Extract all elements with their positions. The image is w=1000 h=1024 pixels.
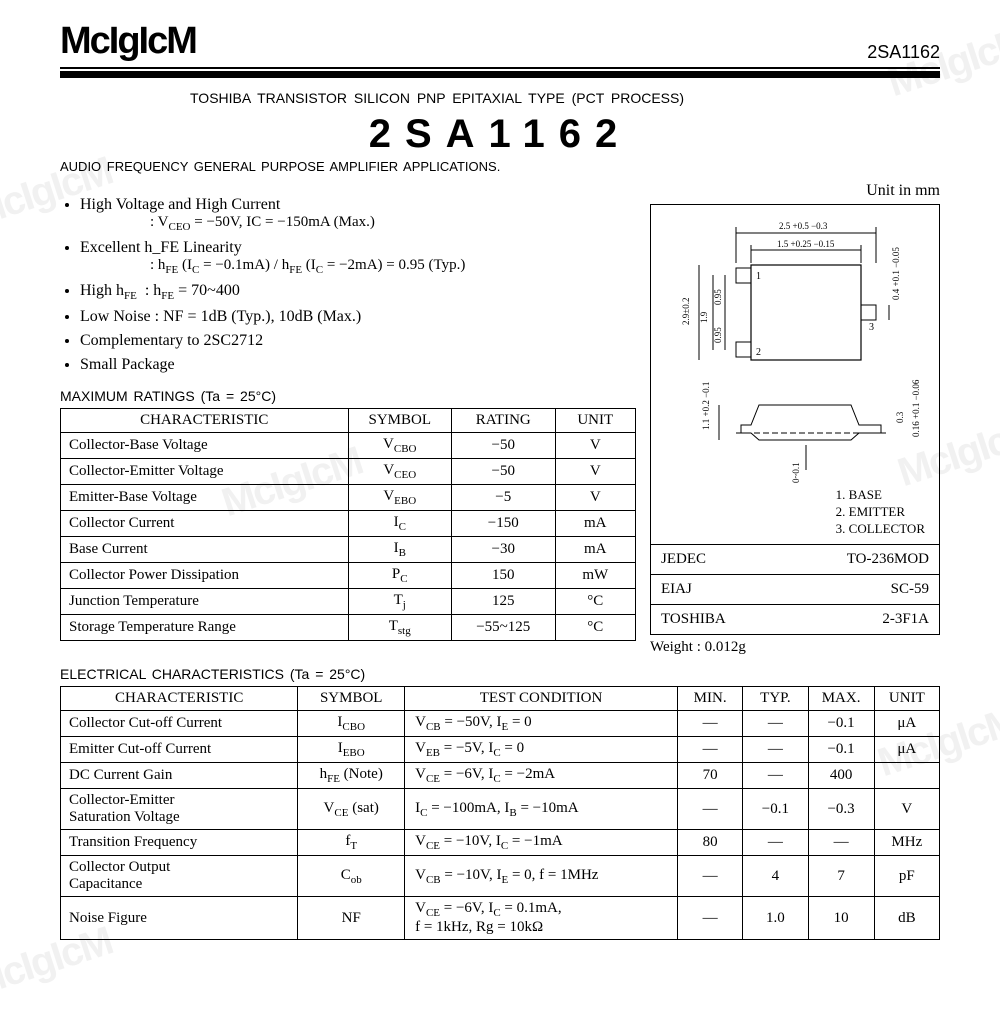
table-row: Noise FigureNFVCE = −6V, IC = 0.1mA,f = … (61, 897, 940, 940)
table-row: Collector Cut-off CurrentICBOVCB = −50V,… (61, 711, 940, 737)
max-ratings-table: CHARACTERISTIC SYMBOL RATING UNIT Collec… (60, 408, 636, 641)
table-row: Emitter-Base VoltageVEBO−5V (61, 485, 636, 511)
elec-title: ELECTRICAL CHARACTERISTICS (Ta = 25°C) (60, 666, 940, 682)
table-row: Collector Power DissipationPC150mW (61, 563, 636, 589)
header-part-number: 2SA1162 (867, 42, 940, 63)
weight-label: Weight : 0.012g (650, 639, 940, 656)
svg-text:3: 3 (869, 322, 874, 333)
table-header: TYP. (743, 687, 808, 711)
table-row: Collector CurrentIC−150mA (61, 511, 636, 537)
subtitle: TOSHIBA TRANSISTOR SILICON PNP EPITAXIAL… (190, 90, 940, 106)
table-header: CHARACTERISTIC (61, 687, 298, 711)
svg-text:1.5 +0.25 −0.15: 1.5 +0.25 −0.15 (777, 239, 835, 249)
table-row: Base CurrentIB−30mA (61, 537, 636, 563)
table-header: SYMBOL (298, 687, 405, 711)
list-item: Low Noise : NF = 1dB (Typ.), 10dB (Max.) (80, 308, 636, 326)
table-row: Collector-Base VoltageVCBO−50V (61, 433, 636, 459)
divider-thin (60, 67, 940, 69)
application-line: AUDIO FREQUENCY GENERAL PURPOSE AMPLIFIE… (60, 159, 940, 174)
table-header: MIN. (678, 687, 743, 711)
list-item: Small Package (80, 356, 636, 374)
elec-characteristics-table: CHARACTERISTIC SYMBOL TEST CONDITION MIN… (60, 686, 940, 940)
table-row: Emitter Cut-off CurrentIEBOVEB = −5V, IC… (61, 737, 940, 763)
table-header: UNIT (874, 687, 939, 711)
max-ratings-title: MAXIMUM RATINGS (Ta = 25°C) (60, 388, 636, 404)
logo: McIgIcM (60, 20, 196, 63)
svg-text:2.5 +0.5 −0.3: 2.5 +0.5 −0.3 (779, 221, 828, 231)
divider-thick (60, 71, 940, 78)
package-info: JEDECTO-236MOD (651, 545, 939, 574)
list-item: Excellent h_FE Linearity : hFE (IC = −0.… (80, 239, 636, 276)
svg-text:0.16 +0.1 −0.06: 0.16 +0.1 −0.06 (911, 379, 921, 437)
table-row: Collector OutputCapacitanceCobVCB = −10V… (61, 856, 940, 897)
table-header: TEST CONDITION (405, 687, 678, 711)
list-item: High hFE : hFE = 70~400 (80, 282, 636, 302)
table-header: RATING (452, 409, 556, 433)
list-item: Complementary to 2SC2712 (80, 332, 636, 350)
unit-label: Unit in mm (650, 182, 940, 200)
table-row: DC Current GainhFE (Note)VCE = −6V, IC =… (61, 763, 940, 789)
table-header: CHARACTERISTIC (61, 409, 349, 433)
table-row: Transition FrequencyfTVCE = −10V, IC = −… (61, 830, 940, 856)
table-row: Storage Temperature RangeTstg−55~125°C (61, 615, 636, 641)
table-header: UNIT (555, 409, 636, 433)
table-row: Collector-Emitter VoltageVCEO−50V (61, 459, 636, 485)
list-item: High Voltage and High Current : VCEO = −… (80, 196, 636, 233)
table-header: MAX. (808, 687, 874, 711)
svg-text:0.95: 0.95 (713, 327, 723, 343)
part-number-title: 2SA1162 (60, 112, 940, 157)
svg-text:0.3: 0.3 (895, 411, 905, 423)
svg-text:1: 1 (756, 271, 761, 282)
package-diagram: 1 2 3 2.5 +0.5 −0.3 1.5 +0.25 −0.15 2.9±… (651, 205, 939, 545)
pin-list: 1. BASE 2. EMITTER 3. COLLECTOR (836, 487, 925, 538)
package-box: 1 2 3 2.5 +0.5 −0.3 1.5 +0.25 −0.15 2.9±… (650, 204, 940, 635)
svg-text:0.4 +0.1 −0.05: 0.4 +0.1 −0.05 (891, 247, 901, 300)
svg-text:1.1 +0.2 −0.1: 1.1 +0.2 −0.1 (701, 382, 711, 430)
table-row: Collector-Emitter Saturation VoltageVCE … (61, 789, 940, 830)
table-row: Junction TemperatureTj125°C (61, 589, 636, 615)
svg-text:2: 2 (756, 347, 761, 358)
svg-text:2.9±0.2: 2.9±0.2 (681, 298, 691, 325)
feature-list: High Voltage and High Current : VCEO = −… (80, 196, 636, 374)
svg-text:0~0.1: 0~0.1 (791, 462, 801, 483)
svg-text:1.9: 1.9 (699, 311, 709, 323)
table-header: SYMBOL (348, 409, 452, 433)
svg-text:0.95: 0.95 (713, 289, 723, 305)
